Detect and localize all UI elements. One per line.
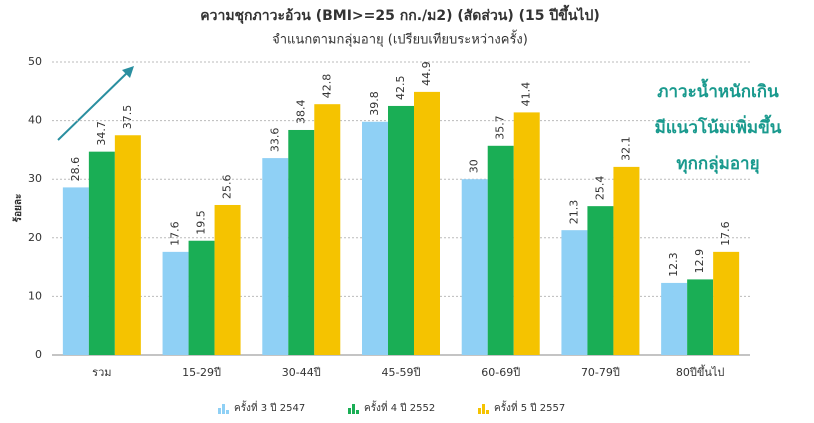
data-label: 38.4 — [294, 99, 307, 124]
bar — [513, 112, 540, 356]
data-label: 12.3 — [667, 252, 680, 277]
data-label: 41.4 — [520, 82, 533, 107]
data-label: 37.5 — [121, 105, 134, 130]
bar — [661, 282, 688, 355]
bar — [388, 105, 414, 355]
x-tick-label: 30-44ปี — [282, 366, 321, 379]
bar — [262, 158, 289, 355]
legend-swatch — [222, 404, 225, 414]
data-label: 17.6 — [169, 221, 182, 246]
bar — [162, 251, 189, 355]
data-label: 21.3 — [567, 200, 580, 225]
data-label: 44.9 — [420, 61, 433, 86]
data-label: 35.7 — [494, 115, 507, 140]
bar — [487, 145, 514, 355]
data-label: 30 — [468, 159, 481, 173]
bar — [214, 204, 241, 355]
bar — [314, 104, 341, 355]
data-label: 12.9 — [693, 249, 706, 274]
legend-swatch — [356, 410, 359, 414]
bar — [713, 251, 740, 355]
data-label: 25.4 — [593, 176, 606, 201]
y-axis-label: ร้อยละ — [12, 194, 24, 223]
data-label: 25.6 — [221, 174, 234, 199]
legend-swatch — [352, 404, 355, 414]
y-tick-label: 10 — [28, 289, 42, 302]
data-label: 42.5 — [394, 75, 407, 100]
bar — [561, 230, 588, 355]
bar — [62, 187, 89, 355]
data-label: 39.8 — [368, 91, 381, 116]
x-tick-label: 15-29ปี — [182, 366, 221, 379]
arrow-head — [122, 66, 134, 78]
data-label: 32.1 — [619, 136, 632, 161]
legend-swatch — [482, 404, 485, 414]
bar — [88, 151, 115, 355]
chart-title: ความชุกภาวะอ้วน (BMI>=25 กก./ม2) (สัดส่ว… — [200, 4, 600, 24]
y-tick-label: 30 — [28, 172, 42, 185]
data-label: 33.6 — [268, 128, 281, 153]
legend-label: ครั้งที่ 5 ปี 2557 — [494, 400, 565, 414]
legend-swatch — [348, 408, 351, 414]
bar — [414, 91, 440, 356]
annotation: มีแนวโน้มเพิ่มขึ้น — [655, 114, 782, 138]
y-tick-label: 50 — [28, 55, 42, 68]
x-tick-label: 70-79ปี — [581, 366, 620, 379]
data-label: 34.7 — [95, 121, 108, 146]
legend-label: ครั้งที่ 3 ปี 2547 — [234, 400, 305, 414]
bar — [188, 240, 215, 355]
data-label: 28.6 — [69, 157, 82, 182]
legend-swatch — [226, 410, 229, 414]
legend-swatch — [478, 408, 481, 414]
annotation: ภาวะน้ำหนักเกิน — [657, 78, 779, 102]
bar — [461, 179, 488, 355]
y-tick-label: 20 — [28, 231, 42, 244]
bar — [587, 206, 614, 355]
data-label: 19.5 — [195, 210, 208, 235]
x-tick-label: 60-69ปี — [481, 366, 520, 379]
bar — [114, 135, 141, 355]
x-tick-label: 80ปีขึ้นไป — [676, 364, 725, 379]
data-label: 42.8 — [320, 74, 333, 99]
legend-swatch — [486, 410, 489, 414]
annotation: ทุกกลุ่มอายุ — [676, 154, 759, 174]
chart-subtitle: จำแนกตามกลุ่มอายุ (เปรียบเทียบระหว่างครั… — [272, 30, 528, 48]
y-tick-label: 0 — [35, 348, 42, 361]
y-tick-label: 40 — [28, 114, 42, 127]
bar — [613, 166, 640, 355]
bar — [362, 121, 388, 355]
arrow — [57, 69, 131, 141]
bar — [687, 279, 714, 355]
x-tick-label: รวม — [92, 366, 111, 379]
data-label: 17.6 — [719, 221, 732, 246]
x-tick-label: 45-59ปี — [382, 366, 421, 379]
legend-swatch — [218, 408, 221, 414]
legend-label: ครั้งที่ 4 ปี 2552 — [364, 400, 435, 414]
bar — [288, 129, 315, 355]
